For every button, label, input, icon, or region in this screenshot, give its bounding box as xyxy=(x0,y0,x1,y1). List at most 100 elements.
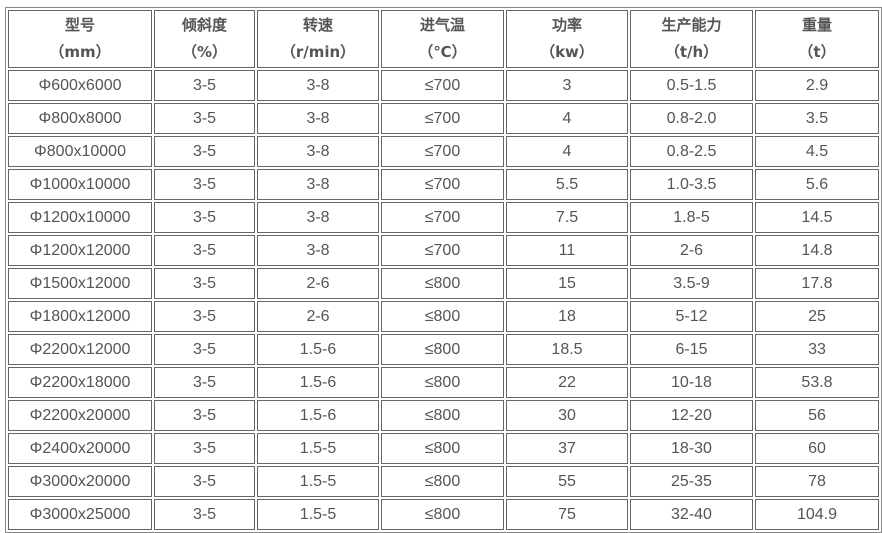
header-unit: （t/h） xyxy=(664,43,719,61)
table-cell: ≤800 xyxy=(381,499,504,530)
header-name: 转速 xyxy=(302,16,333,34)
column-header: 生产能力 （t/h） xyxy=(630,10,753,68)
table-cell: 6-15 xyxy=(630,334,753,365)
table-cell: ≤700 xyxy=(381,235,504,266)
table-cell: 4.5 xyxy=(755,136,879,167)
table-cell: 11 xyxy=(506,235,628,266)
table-cell: 32-40 xyxy=(630,499,753,530)
table-cell: 22 xyxy=(506,367,628,398)
table-cell: 25 xyxy=(755,301,879,332)
table-cell: 3-5 xyxy=(154,367,255,398)
table-cell: 18 xyxy=(506,301,628,332)
table-cell: 17.8 xyxy=(755,268,879,299)
table-cell: 3-5 xyxy=(154,268,255,299)
table-cell: 12-20 xyxy=(630,400,753,431)
table-cell: ≤800 xyxy=(381,400,504,431)
table-cell: ≤800 xyxy=(381,466,504,497)
table-cell: 3-5 xyxy=(154,136,255,167)
header-name: 生产能力 xyxy=(661,16,722,34)
table-cell: 33 xyxy=(755,334,879,365)
table-cell: ≤700 xyxy=(381,169,504,200)
table-cell: 104.9 xyxy=(755,499,879,530)
table-row: Φ1000x10000 3-5 3-8 ≤700 5.5 1.0-3.5 5.6 xyxy=(8,169,879,200)
table-cell: 0.5-1.5 xyxy=(630,70,753,101)
header-unit: （mm） xyxy=(49,43,111,61)
table-cell: Φ1200x10000 xyxy=(8,202,152,233)
table-cell: Φ1800x12000 xyxy=(8,301,152,332)
table-cell: 3-5 xyxy=(154,334,255,365)
table-cell: 53.8 xyxy=(755,367,879,398)
table-cell: 3-8 xyxy=(257,235,379,266)
table-cell: 3-5 xyxy=(154,169,255,200)
table-row: Φ1200x10000 3-5 3-8 ≤700 7.5 1.8-5 14.5 xyxy=(8,202,879,233)
table-row: Φ1800x12000 3-5 2-6 ≤800 18 5-12 25 xyxy=(8,301,879,332)
table-cell: 3-5 xyxy=(154,433,255,464)
table-cell: 14.8 xyxy=(755,235,879,266)
table-cell: 3-5 xyxy=(154,301,255,332)
table-cell: 2-6 xyxy=(257,268,379,299)
table-cell: 5.5 xyxy=(506,169,628,200)
table-cell: 78 xyxy=(755,466,879,497)
table-cell: 1.5-5 xyxy=(257,499,379,530)
column-header: 型号 （mm） xyxy=(8,10,152,68)
table-cell: 3-5 xyxy=(154,235,255,266)
table-cell: ≤800 xyxy=(381,334,504,365)
table-cell: Φ3000x25000 xyxy=(8,499,152,530)
table-cell: ≤700 xyxy=(381,202,504,233)
header-name: 重量 xyxy=(801,16,832,34)
table-cell: 30 xyxy=(506,400,628,431)
table-cell: 3.5-9 xyxy=(630,268,753,299)
table-cell: 3-5 xyxy=(154,70,255,101)
table-cell: 18-30 xyxy=(630,433,753,464)
table-cell: ≤700 xyxy=(381,103,504,134)
table-cell: ≤800 xyxy=(381,433,504,464)
table-cell: 56 xyxy=(755,400,879,431)
table-cell: ≤800 xyxy=(381,268,504,299)
table-cell: Φ2200x18000 xyxy=(8,367,152,398)
table-cell: 37 xyxy=(506,433,628,464)
table-cell: Φ1000x10000 xyxy=(8,169,152,200)
table-cell: 1.0-3.5 xyxy=(630,169,753,200)
table-cell: 1.5-5 xyxy=(257,433,379,464)
table-cell: 1.5-6 xyxy=(257,400,379,431)
table-cell: 3-8 xyxy=(257,202,379,233)
column-header: 功率 （kw） xyxy=(506,10,628,68)
header-unit: （%） xyxy=(181,43,228,61)
table-cell: 3-5 xyxy=(154,466,255,497)
table-cell: 5-12 xyxy=(630,301,753,332)
table-row: Φ3000x20000 3-5 1.5-5 ≤800 55 25-35 78 xyxy=(8,466,879,497)
table-cell: Φ2400x20000 xyxy=(8,433,152,464)
table-cell: 2-6 xyxy=(630,235,753,266)
table-cell: Φ1200x12000 xyxy=(8,235,152,266)
table-cell: Φ800x8000 xyxy=(8,103,152,134)
table-cell: 1.5-6 xyxy=(257,367,379,398)
table-cell: ≤800 xyxy=(381,367,504,398)
table-row: Φ2200x18000 3-5 1.5-6 ≤800 22 10-18 53.8 xyxy=(8,367,879,398)
table-cell: 3-8 xyxy=(257,169,379,200)
table-cell: 4 xyxy=(506,103,628,134)
table-cell: 55 xyxy=(506,466,628,497)
header-name: 功率 xyxy=(551,16,582,34)
table-row: Φ2200x12000 3-5 1.5-6 ≤800 18.5 6-15 33 xyxy=(8,334,879,365)
table-cell: 1.5-6 xyxy=(257,334,379,365)
table-cell: ≤800 xyxy=(381,301,504,332)
column-header: 进气温 （℃） xyxy=(381,10,504,68)
table-cell: 0.8-2.0 xyxy=(630,103,753,134)
table-cell: Φ2200x20000 xyxy=(8,400,152,431)
table-cell: 3 xyxy=(506,70,628,101)
table-cell: 60 xyxy=(755,433,879,464)
table-row: Φ3000x25000 3-5 1.5-5 ≤800 75 32-40 104.9 xyxy=(8,499,879,530)
header-name: 进气温 xyxy=(419,16,465,34)
table-cell: Φ3000x20000 xyxy=(8,466,152,497)
table-row: Φ600x6000 3-5 3-8 ≤700 3 0.5-1.5 2.9 xyxy=(8,70,879,101)
table-cell: 3-8 xyxy=(257,103,379,134)
header-unit: （kw） xyxy=(540,43,594,61)
table-cell: 3-5 xyxy=(154,103,255,134)
table-cell: 3-8 xyxy=(257,70,379,101)
table-cell: 14.5 xyxy=(755,202,879,233)
table-cell: 75 xyxy=(506,499,628,530)
table-cell: 2-6 xyxy=(257,301,379,332)
table-cell: 0.8-2.5 xyxy=(630,136,753,167)
table-row: Φ1500x12000 3-5 2-6 ≤800 15 3.5-9 17.8 xyxy=(8,268,879,299)
header-name: 型号 xyxy=(64,16,95,34)
